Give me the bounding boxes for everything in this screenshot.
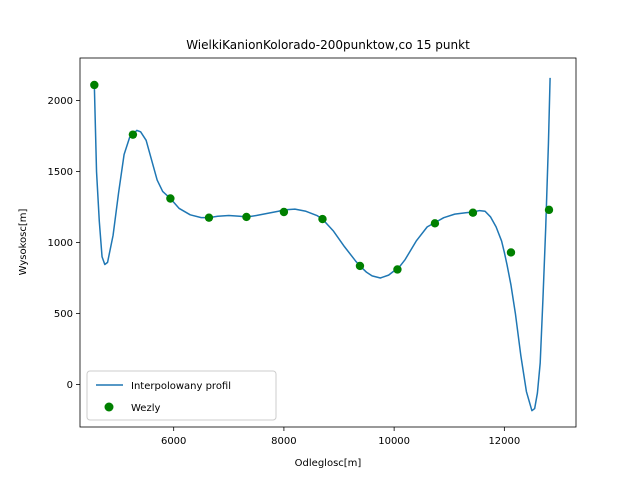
node-point (242, 212, 251, 222)
x-tick-label: 6000 (161, 436, 186, 447)
node-point (393, 265, 402, 274)
legend-label-nodes: Wezly (131, 403, 160, 414)
node-point (90, 80, 99, 90)
x-axis: 6000 8000 10000 12000 (161, 427, 520, 447)
plot-area: 6000 8000 10000 12000 0 500 1000 1500 2000 (48, 57, 577, 447)
node-point (128, 130, 138, 139)
series-layer (90, 77, 554, 412)
x-axis-label: Odleglosc[m] (295, 458, 362, 469)
legend-label-profile: Interpolowany profil (131, 381, 231, 392)
legend: Interpolowany profil Wezly (86, 370, 277, 421)
chart-title: WielkiKanionKolorado-200punktow,co 15 pu… (186, 38, 470, 52)
node-point (544, 205, 554, 215)
y-tick-label: 0 (67, 380, 73, 391)
y-axis-label: Wysokosc[m] (18, 209, 29, 276)
node-point (506, 248, 516, 257)
y-tick-label: 1000 (48, 238, 73, 249)
x-tick-label: 10000 (378, 436, 410, 447)
node-point (279, 207, 289, 217)
y-tick-label: 1500 (48, 167, 73, 178)
node-point (430, 219, 440, 228)
x-tick-label: 8000 (271, 436, 296, 447)
node-point (204, 213, 214, 222)
legend-box (86, 370, 277, 421)
legend-marker-swatch (104, 402, 114, 412)
node-point (166, 194, 175, 203)
node-point (355, 261, 365, 271)
series-line-profile (93, 77, 551, 412)
node-point (318, 214, 327, 224)
node-point (468, 208, 478, 217)
y-tick-label: 500 (54, 309, 73, 320)
y-axis: 0 500 1000 1500 2000 (48, 96, 80, 391)
x-tick-label: 12000 (488, 436, 520, 447)
y-tick-label: 2000 (48, 96, 73, 107)
